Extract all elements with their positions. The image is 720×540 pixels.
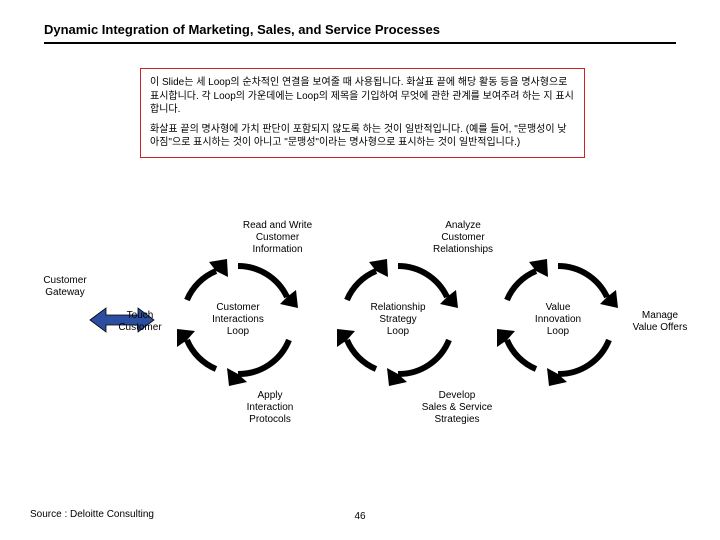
note-para-2: 화살표 끝의 명사형에 가치 판단이 포함되지 않도록 하는 것이 일반적입니다… — [150, 123, 575, 150]
instruction-note: 이 Slide는 세 Loop의 순차적인 연결을 보여줄 때 사용됩니다. 화… — [140, 68, 585, 158]
label-manage-offers: Manage Value Offers — [625, 310, 695, 334]
page-title: Dynamic Integration of Marketing, Sales,… — [44, 22, 440, 37]
label-analyze: Analyze Customer Relationships — [418, 220, 508, 256]
label-apply-protocols: Apply Interaction Protocols — [230, 390, 310, 426]
note-para-1: 이 Slide는 세 Loop의 순차적인 연결을 보여줄 때 사용됩니다. 화… — [150, 76, 575, 117]
label-customer-gateway: Customer Gateway — [30, 275, 100, 299]
label-develop-strategies: Develop Sales & Service Strategies — [407, 390, 507, 426]
label-loop1-title: Customer Interactions Loop — [200, 302, 276, 338]
label-read-write: Read and Write Customer Information — [230, 220, 325, 256]
label-touch-customer: Touch Customer — [110, 310, 170, 334]
label-loop3-title: Value Innovation Loop — [520, 302, 596, 338]
label-loop2-title: Relationship Strategy Loop — [360, 302, 436, 338]
title-underline — [44, 42, 676, 44]
page-number: 46 — [0, 511, 720, 522]
loop-diagram: Customer Gateway Touch Customer Read and… — [0, 200, 720, 460]
